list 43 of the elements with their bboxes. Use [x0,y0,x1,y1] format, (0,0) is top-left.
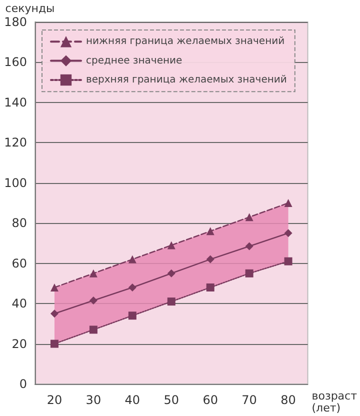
x-tick-label: 70 [242,393,257,407]
legend-label: верхняя граница желаемых значений [86,74,287,86]
y-tick-label: 180 [4,15,27,29]
point [245,213,254,222]
x-tick-label: 80 [280,393,296,407]
point [245,242,254,250]
point [128,283,136,292]
point [167,298,176,306]
point [284,257,292,266]
x-tick-label: 60 [202,393,218,407]
point [167,269,176,278]
point [89,296,98,305]
x-tick-label: 40 [124,393,140,407]
legend-label: нижняя граница желаемых значений [86,36,285,48]
point [128,255,136,264]
y-tick-label: 160 [4,55,27,70]
x-tick-label: 50 [164,393,180,407]
y-tick-label: 20 [12,336,27,351]
point [206,283,214,292]
legend-label: среднее значение [86,55,182,66]
x-tick-label: 30 [86,393,102,407]
x-axis-title: возраст (лет) [312,390,358,414]
y-tick-label: 140 [4,95,27,110]
y-tick-label: 120 [4,136,27,150]
point [284,199,292,207]
point [245,269,254,278]
point [89,326,98,334]
x-tick-label: 20 [46,393,62,407]
y-tick-label: 100 [4,176,27,190]
point [284,229,292,238]
point [206,227,214,236]
y-axis-title: секунды [5,2,55,15]
y-tick-label: 0 [19,377,27,391]
y-tick-label: 80 [12,216,27,230]
point [50,340,58,348]
point [167,241,176,250]
point [206,255,214,264]
point [89,269,98,278]
point [50,310,58,318]
y-tick-label: 40 [12,296,27,311]
y-tick-label: 60 [12,256,27,270]
point [50,283,58,292]
point [128,312,136,320]
